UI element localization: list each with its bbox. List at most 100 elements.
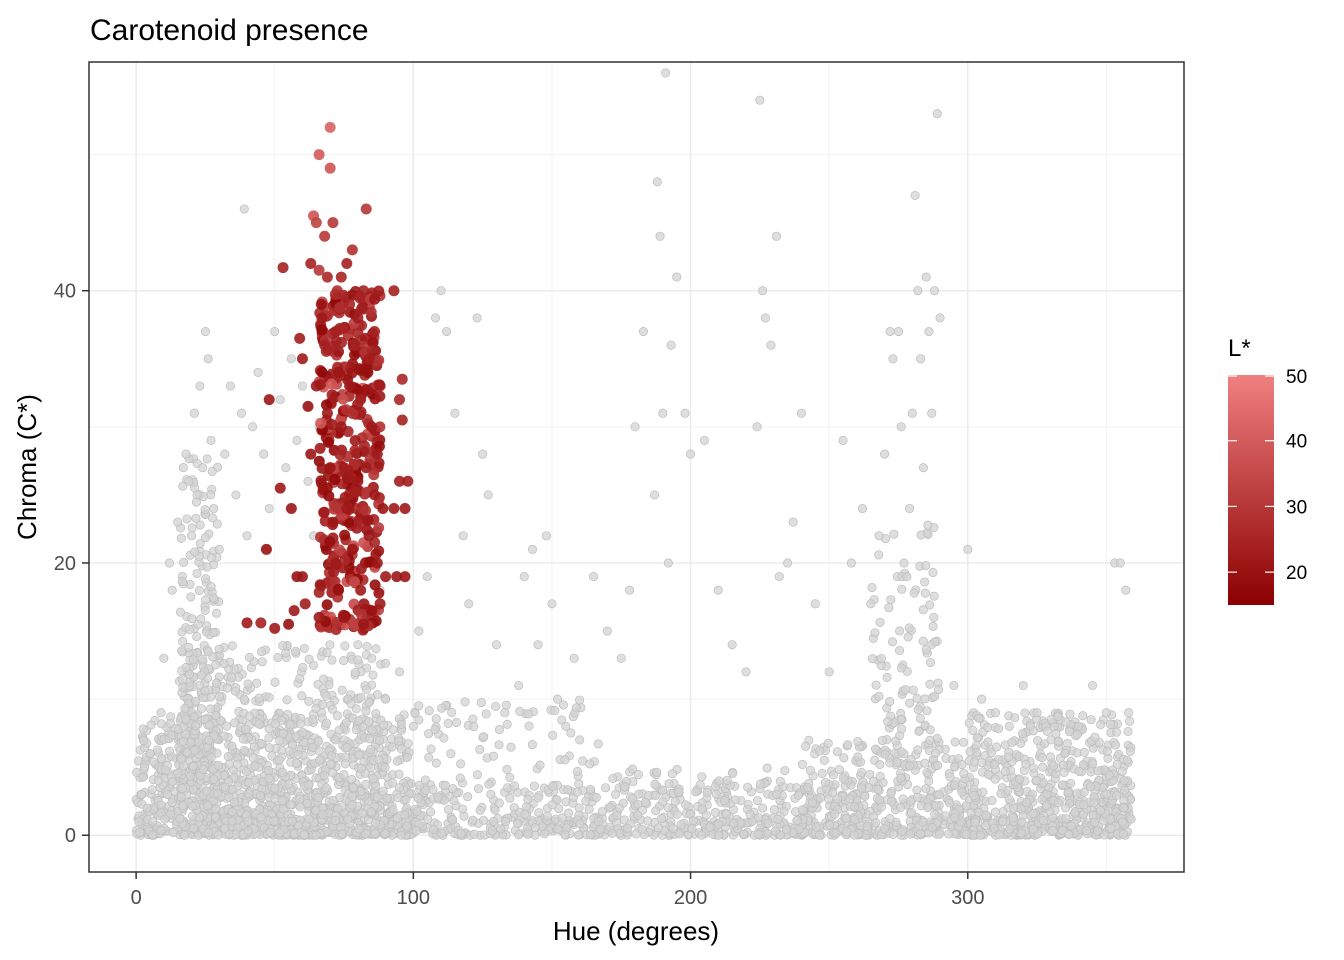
data-point xyxy=(1118,829,1128,839)
data-point xyxy=(931,748,941,758)
data-point xyxy=(896,663,907,673)
data-point xyxy=(132,767,142,777)
data-point xyxy=(202,621,212,631)
carotenoid-point xyxy=(369,293,381,305)
data-point xyxy=(356,763,366,773)
data-point xyxy=(824,667,834,677)
data-point xyxy=(658,408,668,418)
data-point xyxy=(490,805,500,815)
data-point xyxy=(402,821,412,831)
data-point xyxy=(311,830,321,840)
data-point xyxy=(687,824,697,834)
data-point xyxy=(332,711,343,721)
data-point xyxy=(286,354,296,364)
data-point xyxy=(730,795,740,805)
data-point xyxy=(1021,759,1031,769)
data-point xyxy=(832,747,842,757)
data-point xyxy=(1086,715,1096,725)
carotenoid-point xyxy=(355,584,367,596)
data-point xyxy=(364,697,374,707)
data-point xyxy=(928,621,938,631)
data-point xyxy=(185,771,196,781)
data-point xyxy=(189,823,199,833)
data-point xyxy=(560,830,570,840)
data-point xyxy=(729,818,739,828)
data-point xyxy=(433,792,443,802)
data-point xyxy=(304,654,314,664)
carotenoid-point xyxy=(380,571,392,583)
data-point xyxy=(977,694,987,704)
data-point xyxy=(871,818,881,828)
data-point xyxy=(839,753,849,763)
carotenoid-point xyxy=(337,393,349,405)
data-point xyxy=(1119,803,1129,813)
data-point xyxy=(810,599,820,609)
data-point xyxy=(860,791,870,801)
data-point xyxy=(194,585,204,596)
data-point xyxy=(970,817,980,828)
carotenoid-point xyxy=(326,389,338,401)
carotenoid-point xyxy=(313,586,325,598)
data-point xyxy=(206,582,216,592)
data-point xyxy=(983,737,993,747)
data-point xyxy=(230,686,240,696)
carotenoid-point xyxy=(329,473,341,485)
data-point xyxy=(483,490,493,500)
data-point xyxy=(446,749,456,759)
carotenoid-point xyxy=(369,489,381,501)
carotenoid-point xyxy=(362,515,374,527)
data-point xyxy=(192,568,202,579)
data-point xyxy=(200,686,210,696)
carotenoid-point xyxy=(339,529,351,541)
data-point xyxy=(797,759,807,769)
carotenoid-point xyxy=(338,462,350,474)
data-point xyxy=(661,68,671,78)
carotenoid-point xyxy=(241,617,253,629)
data-point xyxy=(367,725,377,735)
data-point xyxy=(431,758,441,768)
carotenoid-point xyxy=(349,434,361,446)
carotenoid-points xyxy=(241,121,414,636)
data-point xyxy=(920,694,930,704)
data-point xyxy=(548,730,558,740)
data-point xyxy=(1048,826,1058,836)
data-point xyxy=(192,490,202,500)
data-point xyxy=(1020,708,1030,718)
data-point xyxy=(196,670,206,680)
data-point xyxy=(649,490,660,500)
carotenoid-point xyxy=(316,324,328,336)
data-point xyxy=(775,776,785,786)
data-point xyxy=(424,752,434,762)
data-point xyxy=(227,741,237,751)
data-point xyxy=(874,531,884,541)
data-point xyxy=(771,231,782,241)
data-point xyxy=(921,645,931,655)
data-point xyxy=(203,828,214,838)
data-point xyxy=(920,577,930,587)
carotenoid-point xyxy=(363,530,375,542)
data-point xyxy=(915,829,925,839)
data-point xyxy=(996,789,1006,799)
data-point xyxy=(916,354,926,364)
data-point xyxy=(278,767,288,777)
data-point xyxy=(896,773,906,783)
data-point xyxy=(278,641,288,651)
data-point xyxy=(533,793,543,803)
data-point xyxy=(478,449,488,459)
data-point xyxy=(313,793,323,803)
data-point xyxy=(287,816,297,826)
data-point xyxy=(957,760,967,770)
data-point xyxy=(295,719,306,729)
data-point xyxy=(699,435,709,446)
data-point xyxy=(877,736,888,746)
data-point xyxy=(615,828,625,838)
data-point xyxy=(204,735,214,745)
data-point xyxy=(451,717,462,728)
carotenoid-point xyxy=(373,354,385,366)
data-point xyxy=(264,733,274,743)
data-point xyxy=(652,767,662,777)
data-point xyxy=(494,798,504,808)
data-point xyxy=(1061,814,1071,824)
data-point xyxy=(179,557,189,567)
